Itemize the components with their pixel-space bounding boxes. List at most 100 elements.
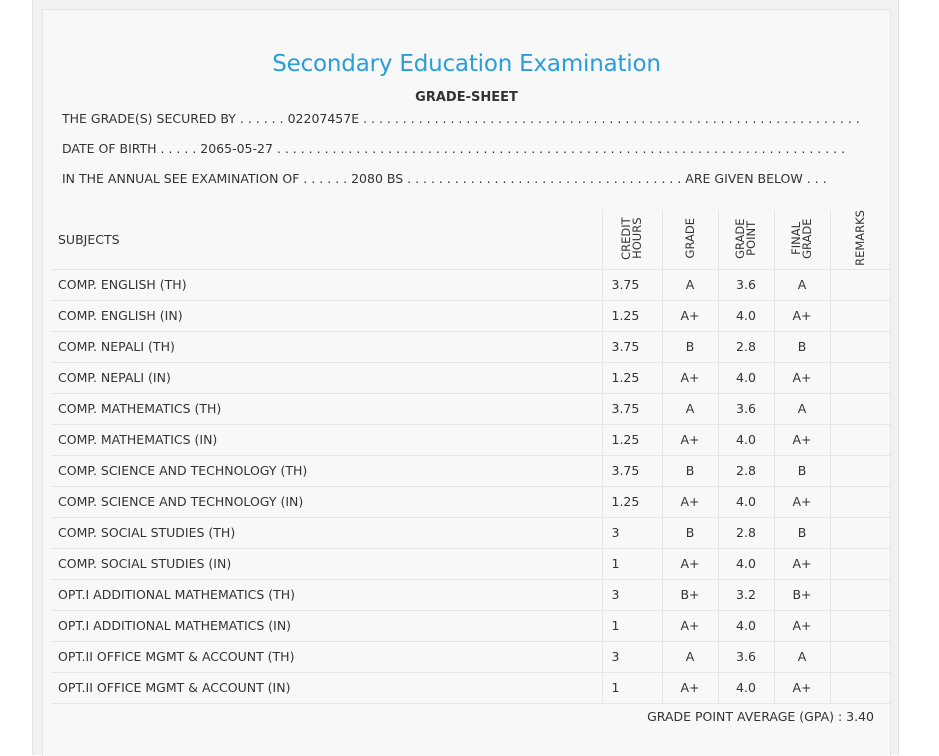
remarks-cell <box>829 579 891 611</box>
grade-cell: A+ <box>661 610 718 642</box>
grade-cell: A+ <box>661 300 718 332</box>
remarks-cell <box>829 300 891 332</box>
remarks-cell <box>829 362 891 394</box>
table-row: OPT.II OFFICE MGMT & ACCOUNT (TH) 3 A 3.… <box>52 641 891 673</box>
credit-hours-cell: 1.25 <box>601 362 662 394</box>
grade-point-cell: 4.0 <box>717 424 774 456</box>
credit-hours-cell: 1 <box>601 672 662 704</box>
final-grade-cell: B <box>773 331 830 363</box>
grade-cell: A+ <box>661 362 718 394</box>
grade-cell: A <box>661 393 718 425</box>
info-secured-by: THE GRADE(S) SECURED BY . . . . . . 0220… <box>62 111 860 126</box>
subject-cell: OPT.II OFFICE MGMT & ACCOUNT (IN) <box>52 672 602 704</box>
table-row: COMP. MATHEMATICS (TH) 3.75 A 3.6 A <box>52 393 891 425</box>
remarks-cell <box>829 641 891 673</box>
grades-table-body: COMP. ENGLISH (TH) 3.75 A 3.6 A COMP. EN… <box>52 269 891 704</box>
table-row: COMP. NEPALI (TH) 3.75 B 2.8 B <box>52 331 891 363</box>
final-grade-cell: A+ <box>773 424 830 456</box>
final-grade-cell: A+ <box>773 362 830 394</box>
final-grade-cell: A+ <box>773 610 830 642</box>
table-row: OPT.I ADDITIONAL MATHEMATICS (TH) 3 B+ 3… <box>52 579 891 611</box>
subject-cell: COMP. SCIENCE AND TECHNOLOGY (TH) <box>52 455 602 487</box>
table-row: COMP. NEPALI (IN) 1.25 A+ 4.0 A+ <box>52 362 891 394</box>
table-row: COMP. ENGLISH (IN) 1.25 A+ 4.0 A+ <box>52 300 891 332</box>
grade-point-cell: 4.0 <box>717 610 774 642</box>
final-grade-cell: A+ <box>773 486 830 518</box>
subject-cell: OPT.II OFFICE MGMT & ACCOUNT (TH) <box>52 641 602 673</box>
remarks-cell <box>829 455 891 487</box>
remarks-cell <box>829 548 891 580</box>
table-row: COMP. SCIENCE AND TECHNOLOGY (IN) 1.25 A… <box>52 486 891 518</box>
grade-sheet-card: Secondary Education Examination GRADE-SH… <box>42 9 891 756</box>
subject-cell: COMP. SOCIAL STUDIES (IN) <box>52 548 602 580</box>
grade-point-cell: 3.2 <box>717 579 774 611</box>
info-examination: IN THE ANNUAL SEE EXAMINATION OF . . . .… <box>62 171 827 186</box>
credit-hours-cell: 1.25 <box>601 424 662 456</box>
header-grade: GRADE <box>661 210 718 270</box>
grade-cell: A+ <box>661 672 718 704</box>
table-row: OPT.I ADDITIONAL MATHEMATICS (IN) 1 A+ 4… <box>52 610 891 642</box>
final-grade-cell: A <box>773 641 830 673</box>
remarks-cell <box>829 424 891 456</box>
header-credit-hours: CREDIT HOURS <box>601 210 662 270</box>
remarks-cell <box>829 610 891 642</box>
subject-cell: OPT.I ADDITIONAL MATHEMATICS (TH) <box>52 579 602 611</box>
grade-point-cell: 3.6 <box>717 393 774 425</box>
table-row: OPT.II OFFICE MGMT & ACCOUNT (IN) 1 A+ 4… <box>52 672 891 704</box>
remarks-cell <box>829 672 891 704</box>
grade-point-cell: 2.8 <box>717 455 774 487</box>
grade-cell: A+ <box>661 548 718 580</box>
header-final-grade: FINAL GRADE <box>773 210 830 270</box>
table-row: COMP. MATHEMATICS (IN) 1.25 A+ 4.0 A+ <box>52 424 891 456</box>
grade-point-cell: 3.6 <box>717 269 774 301</box>
subject-cell: OPT.I ADDITIONAL MATHEMATICS (IN) <box>52 610 602 642</box>
grade-cell: A+ <box>661 486 718 518</box>
grade-cell: A <box>661 641 718 673</box>
grade-cell: B <box>661 517 718 549</box>
credit-hours-cell: 3 <box>601 641 662 673</box>
page-title: Secondary Education Examination <box>272 51 661 77</box>
subject-cell: COMP. ENGLISH (IN) <box>52 300 602 332</box>
credit-hours-cell: 1.25 <box>601 486 662 518</box>
grade-sheet-panel: Secondary Education Examination GRADE-SH… <box>32 0 899 756</box>
grade-point-cell: 4.0 <box>717 486 774 518</box>
header-remarks: REMARKS <box>829 210 891 270</box>
subject-cell: COMP. MATHEMATICS (IN) <box>52 424 602 456</box>
final-grade-cell: B+ <box>773 579 830 611</box>
page-subtitle: GRADE-SHEET <box>415 90 518 105</box>
credit-hours-cell: 1 <box>601 610 662 642</box>
subject-cell: COMP. MATHEMATICS (TH) <box>52 393 602 425</box>
grade-point-cell: 4.0 <box>717 362 774 394</box>
credit-hours-cell: 1 <box>601 548 662 580</box>
remarks-cell <box>829 269 891 301</box>
final-grade-cell: B <box>773 455 830 487</box>
subject-cell: COMP. SCIENCE AND TECHNOLOGY (IN) <box>52 486 602 518</box>
table-row: COMP. SOCIAL STUDIES (TH) 3 B 2.8 B <box>52 517 891 549</box>
header-grade-point: GRADE POINT <box>717 210 774 270</box>
table-row: COMP. SCIENCE AND TECHNOLOGY (TH) 3.75 B… <box>52 455 891 487</box>
gpa-summary: GRADE POINT AVERAGE (GPA) : 3.40 <box>647 709 874 724</box>
credit-hours-cell: 3 <box>601 517 662 549</box>
final-grade-cell: A <box>773 393 830 425</box>
remarks-cell <box>829 517 891 549</box>
credit-hours-cell: 3.75 <box>601 331 662 363</box>
credit-hours-cell: 3.75 <box>601 455 662 487</box>
final-grade-cell: A+ <box>773 672 830 704</box>
grade-point-cell: 2.8 <box>717 331 774 363</box>
table-header-row: SUBJECTS CREDIT HOURS GRADE GRADE POINT … <box>52 210 891 270</box>
credit-hours-cell: 3.75 <box>601 393 662 425</box>
grade-cell: A+ <box>661 424 718 456</box>
credit-hours-cell: 3.75 <box>601 269 662 301</box>
header-subjects: SUBJECTS <box>52 210 602 270</box>
grade-point-cell: 4.0 <box>717 300 774 332</box>
grade-point-cell: 4.0 <box>717 548 774 580</box>
grade-cell: B+ <box>661 579 718 611</box>
credit-hours-cell: 3 <box>601 579 662 611</box>
remarks-cell <box>829 331 891 363</box>
subject-cell: COMP. NEPALI (TH) <box>52 331 602 363</box>
subject-cell: COMP. ENGLISH (TH) <box>52 269 602 301</box>
final-grade-cell: A+ <box>773 548 830 580</box>
info-date-of-birth: DATE OF BIRTH . . . . . 2065-05-27 . . .… <box>62 141 846 156</box>
remarks-cell <box>829 486 891 518</box>
grade-point-cell: 2.8 <box>717 517 774 549</box>
